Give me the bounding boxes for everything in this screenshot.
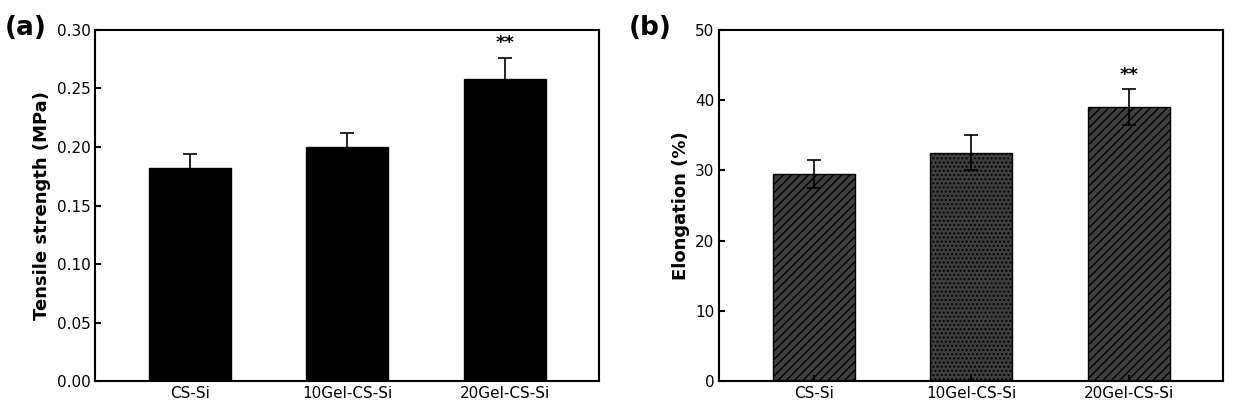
Y-axis label: Elongation (%): Elongation (%): [672, 131, 689, 280]
Text: **: **: [495, 34, 515, 52]
Bar: [306, 147, 388, 382]
Text: (b): (b): [629, 15, 672, 41]
Bar: [930, 153, 1012, 382]
Bar: [149, 168, 231, 382]
Text: (a): (a): [5, 15, 46, 41]
Bar: [1087, 107, 1169, 382]
Bar: [773, 174, 854, 382]
Text: **: **: [1120, 66, 1138, 84]
Y-axis label: Tensile strength (MPa): Tensile strength (MPa): [33, 91, 51, 320]
Bar: [464, 79, 546, 382]
